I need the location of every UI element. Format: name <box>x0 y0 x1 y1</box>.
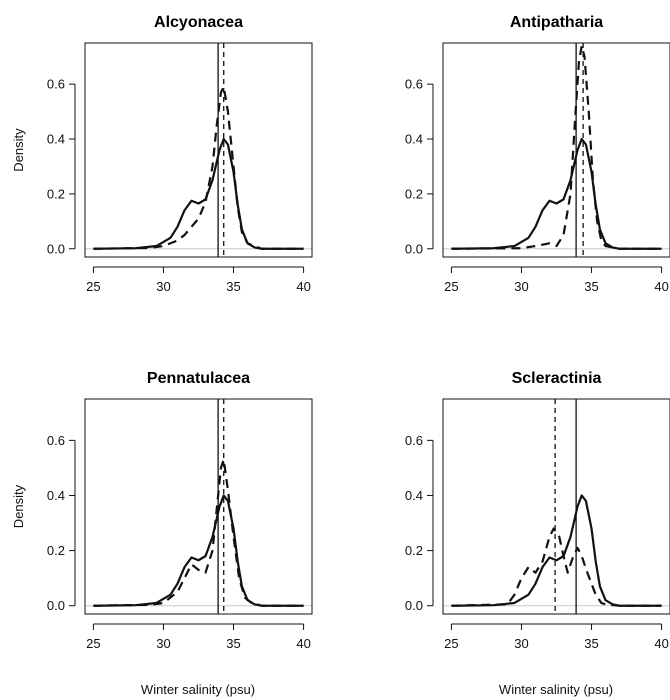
panel-title: Scleractinia <box>512 370 602 387</box>
x-tick-label: 30 <box>514 636 528 651</box>
y-axis-title: Density <box>11 128 26 172</box>
x-tick-label: 25 <box>444 279 458 294</box>
x-tick-label: 40 <box>296 279 310 294</box>
figure-xlabel-right: Winter salinity (psu) <box>499 682 613 697</box>
y-tick-label: 0.6 <box>47 433 65 448</box>
plot-frame <box>442 398 670 615</box>
panel-pennatulacea: Pennatulacea 25 30 35 40 0.0 0.2 0.4 0.6 Density <box>11 370 313 651</box>
x-tick-label: 25 <box>86 279 100 294</box>
y-tick-label: 0.4 <box>47 488 65 503</box>
y-tick-label: 0.0 <box>405 241 423 256</box>
x-tick-label: 35 <box>226 279 240 294</box>
x-tick-label: 30 <box>514 279 528 294</box>
dashed-density-curve <box>451 44 662 250</box>
plot-frame <box>84 42 313 258</box>
panel-title: Alcyonacea <box>154 14 243 31</box>
y-tick-label: 0.4 <box>47 132 65 147</box>
y-tick-label: 0.4 <box>405 488 423 503</box>
y-tick-label: 0.0 <box>405 598 423 613</box>
x-tick-label: 40 <box>654 636 668 651</box>
y-tick-label: 0.0 <box>47 598 65 613</box>
panel-title: Antipatharia <box>510 14 603 31</box>
y-tick-label: 0.2 <box>47 543 65 558</box>
x-tick-label: 40 <box>296 636 310 651</box>
y-tick-label: 0.4 <box>405 132 423 147</box>
panel-scleractinia: Scleractinia 25 30 35 40 0.0 0.2 0.4 0.6 <box>405 370 670 651</box>
y-tick-label: 0.6 <box>405 433 423 448</box>
x-tick-label: 30 <box>156 636 170 651</box>
x-tick-label: 35 <box>584 279 598 294</box>
dashed-density-curve <box>93 458 304 607</box>
solid-density-curve <box>451 137 662 250</box>
y-tick-label: 0.2 <box>47 186 65 201</box>
dashed-density-curve <box>93 85 304 250</box>
x-tick-label: 35 <box>226 636 240 651</box>
x-tick-label: 30 <box>156 279 170 294</box>
y-tick-label: 0.0 <box>47 241 65 256</box>
solid-density-curve <box>93 137 304 250</box>
panel-antipatharia: Antipatharia 25 30 35 40 0.0 0.2 0.4 0.6 <box>405 14 670 294</box>
dashed-density-curve <box>451 527 662 607</box>
y-axis-title: Density <box>11 484 26 528</box>
y-tick-label: 0.2 <box>405 543 423 558</box>
x-tick-label: 35 <box>584 636 598 651</box>
y-tick-label: 0.2 <box>405 186 423 201</box>
x-tick-label: 25 <box>444 636 458 651</box>
y-tick-label: 0.6 <box>405 77 423 92</box>
y-tick-label: 0.6 <box>47 77 65 92</box>
plot-frame <box>442 42 670 258</box>
figure-xlabel-left: Winter salinity (psu) <box>141 682 255 697</box>
solid-density-curve <box>451 494 662 607</box>
panel-alcyonacea: Alcyonacea 25 30 35 40 0.0 0.2 0.4 0.6 Density <box>11 14 313 294</box>
x-tick-label: 25 <box>86 636 100 651</box>
x-tick-label: 40 <box>654 279 668 294</box>
panel-title: Pennatulacea <box>147 370 250 387</box>
solid-density-curve <box>93 494 304 607</box>
plot-frame <box>84 398 313 615</box>
